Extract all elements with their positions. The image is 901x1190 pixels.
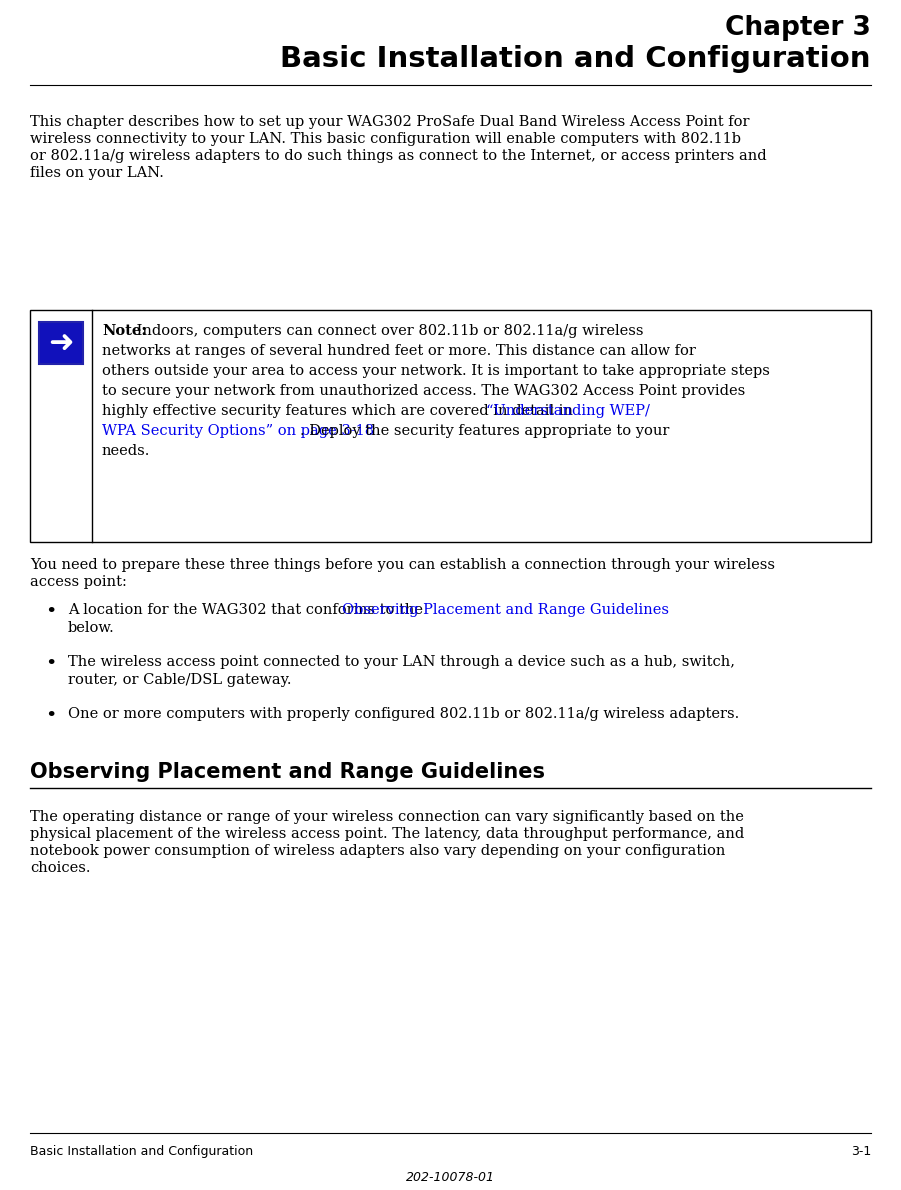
Text: Indoors, computers can connect over 802.11b or 802.11a/g wireless: Indoors, computers can connect over 802.… <box>132 324 643 338</box>
Text: One or more computers with properly configured 802.11b or 802.11a/g wireless ada: One or more computers with properly conf… <box>68 707 739 721</box>
Text: or 802.11a/g wireless adapters to do such things as connect to the Internet, or : or 802.11a/g wireless adapters to do suc… <box>30 149 767 163</box>
Text: highly effective security features which are covered in detail in: highly effective security features which… <box>102 403 578 418</box>
Text: choices.: choices. <box>30 862 90 875</box>
Text: . Deploy the security features appropriate to your: . Deploy the security features appropria… <box>300 424 669 438</box>
Text: WPA Security Options” on page 3-18: WPA Security Options” on page 3-18 <box>102 424 374 438</box>
Text: below.: below. <box>68 621 114 635</box>
Bar <box>39 322 83 364</box>
Text: The wireless access point connected to your LAN through a device such as a hub, : The wireless access point connected to y… <box>68 654 735 669</box>
Text: needs.: needs. <box>102 444 150 458</box>
Text: wireless connectivity to your LAN. This basic configuration will enable computer: wireless connectivity to your LAN. This … <box>30 132 741 146</box>
Text: A location for the WAG302 that conforms to the: A location for the WAG302 that conforms … <box>68 603 428 616</box>
Text: Note:: Note: <box>102 324 147 338</box>
Text: •: • <box>45 603 57 621</box>
Text: access point:: access point: <box>30 575 127 589</box>
Text: Observing Placement and Range Guidelines: Observing Placement and Range Guidelines <box>341 603 669 616</box>
Text: notebook power consumption of wireless adapters also vary depending on your conf: notebook power consumption of wireless a… <box>30 844 725 858</box>
Text: •: • <box>45 707 57 725</box>
Bar <box>30 311 871 541</box>
Text: files on your LAN.: files on your LAN. <box>30 165 164 180</box>
Text: Observing Placement and Range Guidelines: Observing Placement and Range Guidelines <box>30 762 545 782</box>
Text: 3-1: 3-1 <box>851 1145 871 1158</box>
Text: 202-10078-01: 202-10078-01 <box>406 1171 495 1184</box>
Text: •: • <box>45 654 57 674</box>
Text: “Understanding WEP/: “Understanding WEP/ <box>487 403 650 418</box>
Text: others outside your area to access your network. It is important to take appropr: others outside your area to access your … <box>102 364 769 378</box>
Text: networks at ranges of several hundred feet or more. This distance can allow for: networks at ranges of several hundred fe… <box>102 344 696 358</box>
Text: This chapter describes how to set up your WAG302 ProSafe Dual Band Wireless Acce: This chapter describes how to set up you… <box>30 115 750 129</box>
Text: Basic Installation and Configuration: Basic Installation and Configuration <box>280 45 871 73</box>
Text: to secure your network from unauthorized access. The WAG302 Access Point provide: to secure your network from unauthorized… <box>102 384 745 397</box>
Text: router, or Cable/DSL gateway.: router, or Cable/DSL gateway. <box>68 674 292 687</box>
Text: ➜: ➜ <box>49 328 74 357</box>
Text: physical placement of the wireless access point. The latency, data throughput pe: physical placement of the wireless acces… <box>30 827 744 841</box>
Text: The operating distance or range of your wireless connection can vary significant: The operating distance or range of your … <box>30 810 744 823</box>
Text: Basic Installation and Configuration: Basic Installation and Configuration <box>30 1145 253 1158</box>
Text: Chapter 3: Chapter 3 <box>725 15 871 40</box>
Text: You need to prepare these three things before you can establish a connection thr: You need to prepare these three things b… <box>30 558 775 572</box>
